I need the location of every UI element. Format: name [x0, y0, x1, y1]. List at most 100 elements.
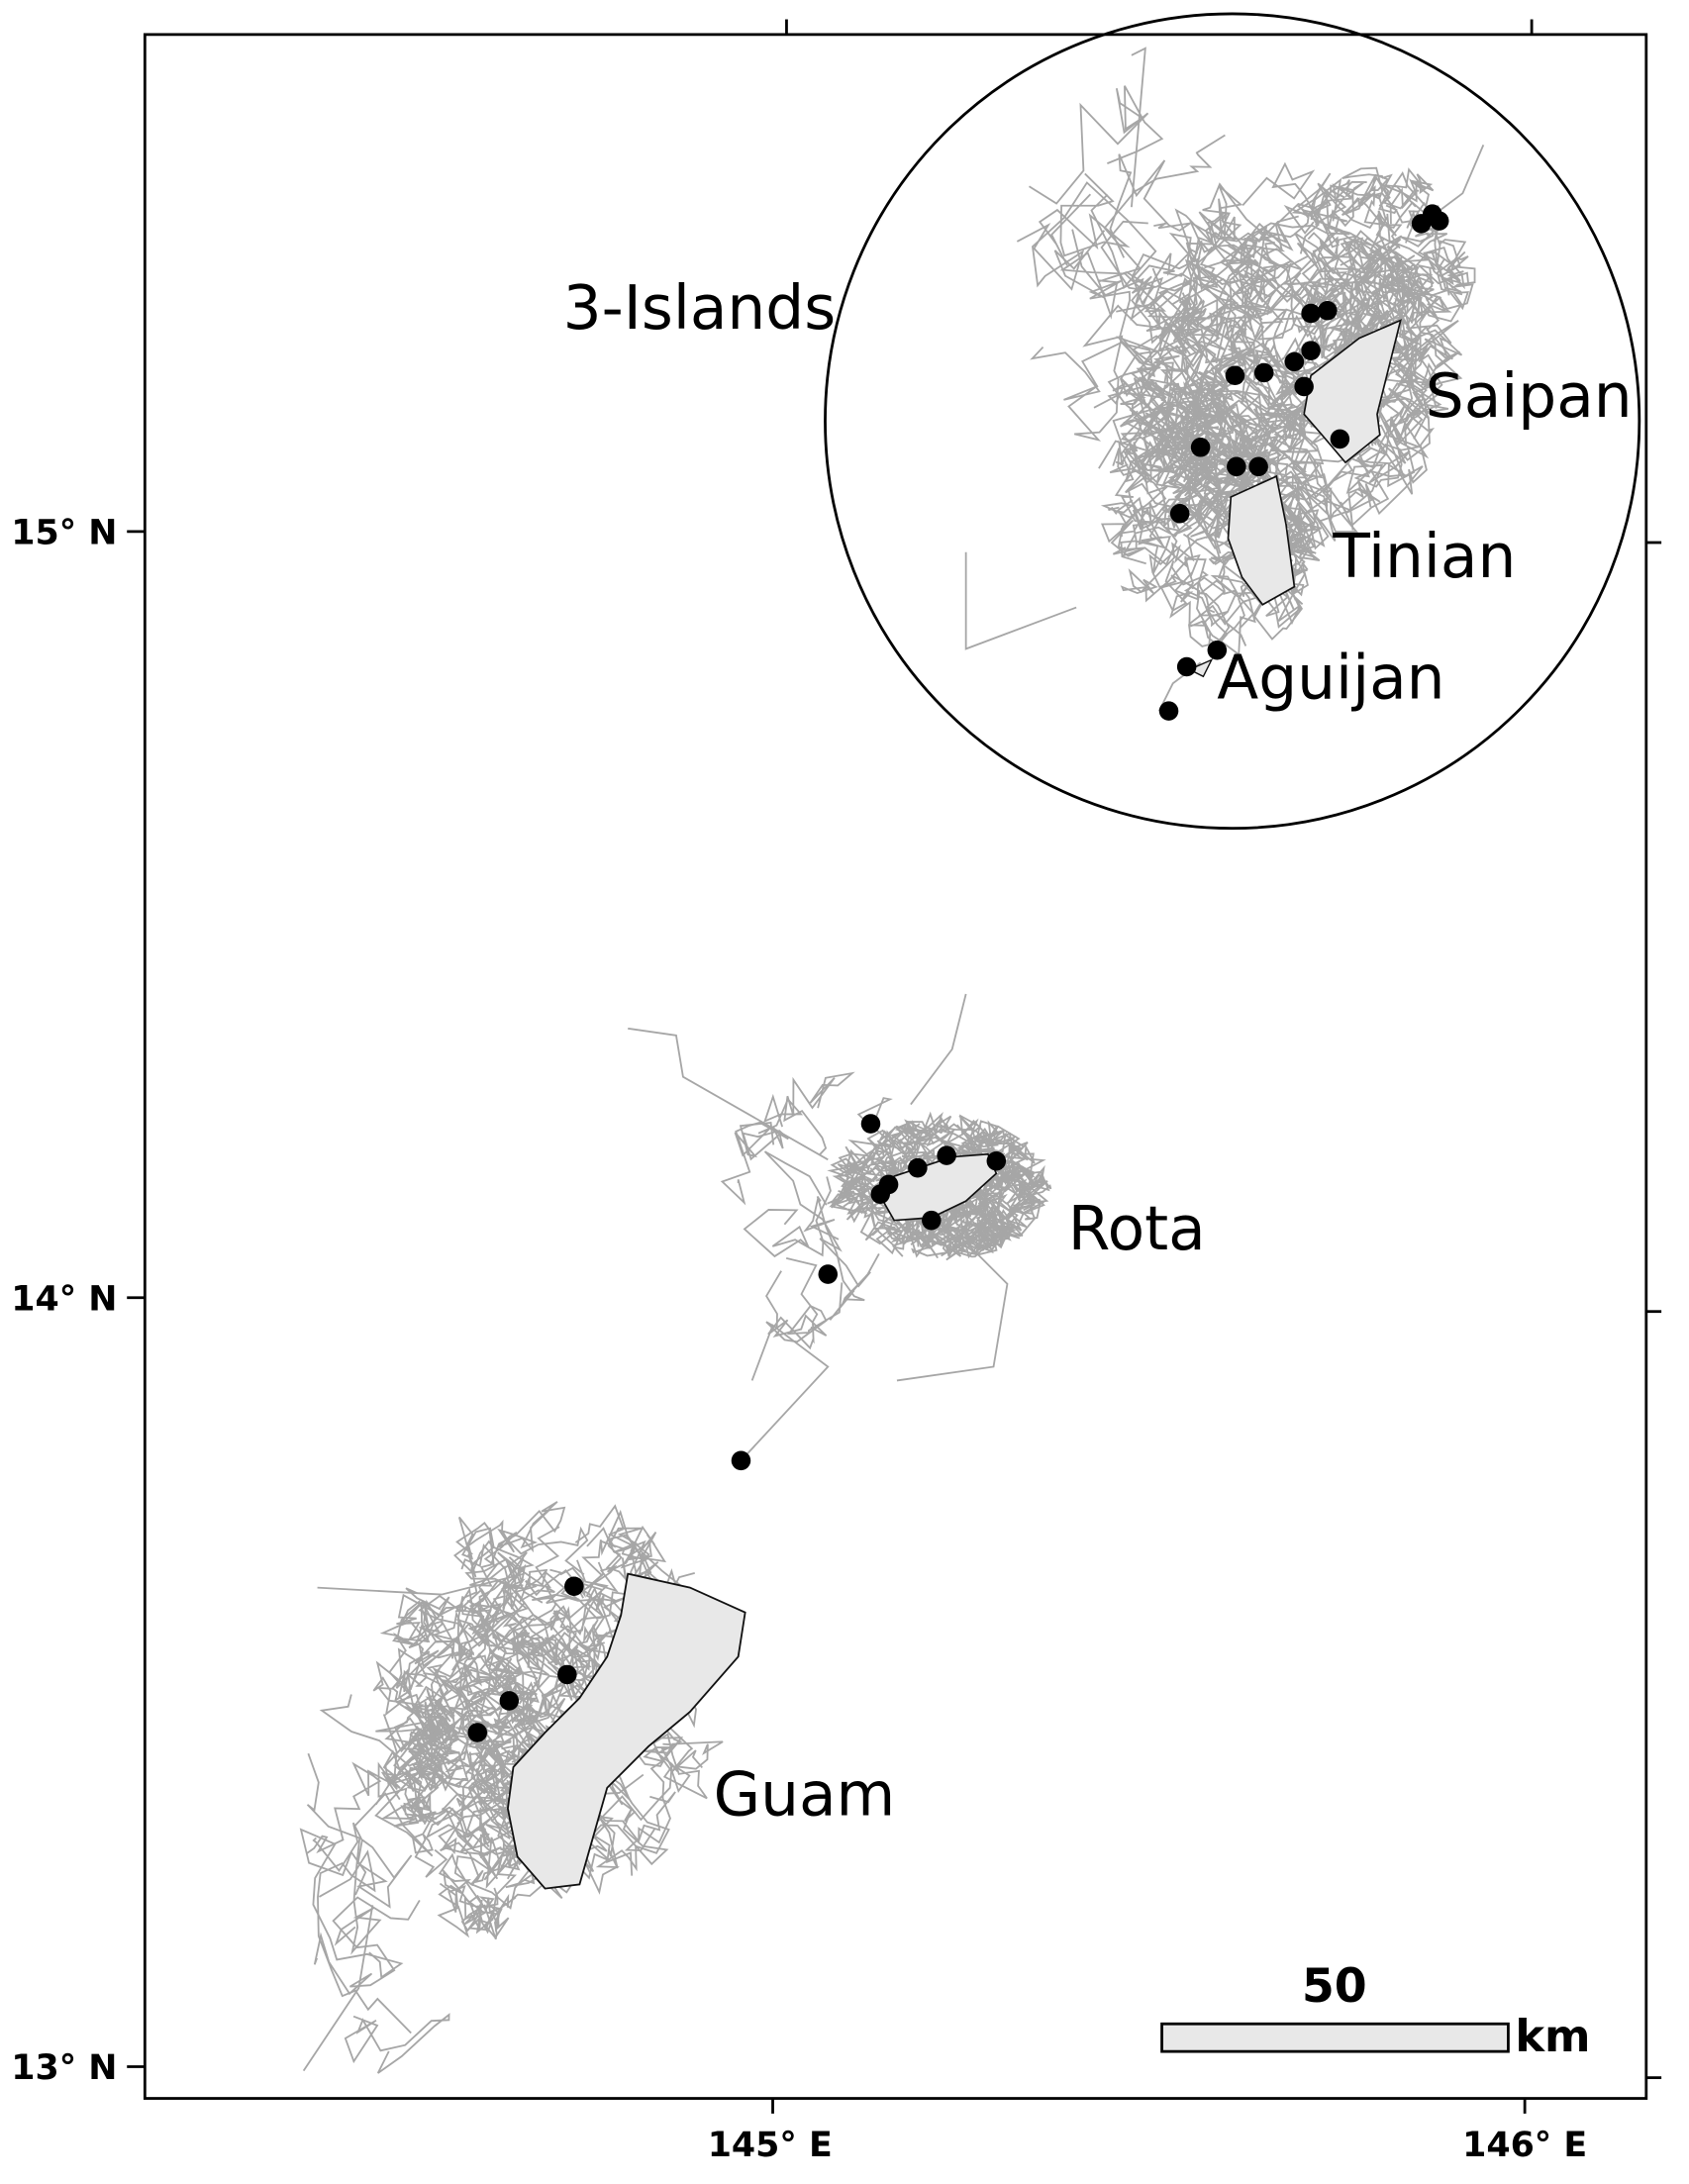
- track: [1101, 499, 1181, 566]
- track: [400, 1562, 501, 1634]
- location-dot: [1227, 456, 1246, 477]
- track: [1229, 324, 1303, 405]
- track: [1353, 237, 1435, 302]
- track: [1364, 255, 1414, 301]
- island-saipan: [1303, 319, 1402, 464]
- track: [1146, 279, 1219, 361]
- track: [829, 1143, 928, 1216]
- lon-label: 145° E: [708, 2126, 833, 2165]
- track: [720, 1121, 789, 1206]
- island-aguijan: [1187, 658, 1214, 678]
- track: [964, 551, 1077, 650]
- track: [437, 1852, 499, 1938]
- track: [1355, 320, 1428, 463]
- track: [1120, 507, 1274, 603]
- lat-label: 13° N: [11, 2048, 117, 2088]
- track: [1304, 285, 1382, 357]
- island-label: Rota: [1068, 1194, 1206, 1264]
- track: [423, 1565, 536, 1656]
- ticks: [127, 19, 1662, 2114]
- track: [910, 993, 967, 1106]
- track: [1099, 134, 1226, 313]
- scale-value: 50: [1302, 1959, 1367, 2014]
- track: [763, 1150, 871, 1321]
- track: [1434, 145, 1485, 215]
- track: [403, 1796, 468, 1878]
- scale-unit: km: [1515, 2011, 1590, 2062]
- location-dot: [1330, 429, 1350, 449]
- track: [1131, 47, 1146, 208]
- location-dot: [1301, 341, 1321, 360]
- island-label: Tinian: [1332, 522, 1516, 592]
- location-dot: [1207, 641, 1228, 660]
- island-tinian: [1227, 474, 1296, 606]
- track: [1425, 247, 1469, 296]
- track: [1251, 202, 1341, 303]
- location-dot: [1318, 300, 1338, 321]
- track: [1067, 304, 1204, 442]
- track: [1239, 376, 1335, 451]
- track: [896, 1241, 1009, 1382]
- track: [431, 1652, 505, 1761]
- track: [1053, 230, 1173, 416]
- track: [306, 1761, 401, 1854]
- track: [391, 1588, 514, 1691]
- track: [1038, 172, 1131, 266]
- location-dot: [1190, 438, 1211, 457]
- location-dot: [1169, 503, 1190, 524]
- location-dot: [1253, 362, 1274, 383]
- scale-bar: [1160, 2022, 1510, 2053]
- location-dot: [1225, 365, 1245, 386]
- location-dot: [1158, 701, 1179, 721]
- track: [803, 1196, 880, 1302]
- island-guam: [506, 1572, 746, 1890]
- location-dot: [564, 1576, 584, 1596]
- location-dot: [1176, 656, 1197, 677]
- track: [352, 1744, 469, 1857]
- track: [1195, 267, 1308, 404]
- region-label: 3-Islands: [563, 273, 836, 344]
- track: [1159, 553, 1216, 614]
- track: [429, 1761, 493, 1806]
- lat-label: 15° N: [11, 513, 117, 552]
- track: [299, 1828, 404, 1979]
- location-dot: [908, 1157, 928, 1178]
- track: [765, 1270, 844, 1343]
- track: [999, 1164, 1046, 1221]
- track: [911, 1115, 1026, 1189]
- track: [1304, 463, 1390, 543]
- track: [1382, 167, 1435, 210]
- track: [466, 1714, 557, 1770]
- track: [344, 2013, 450, 2074]
- track: [438, 1807, 502, 1887]
- track: [909, 1206, 991, 1259]
- track: [1183, 565, 1250, 647]
- track: [783, 1071, 855, 1155]
- track: [1167, 488, 1252, 562]
- location-dot: [860, 1114, 881, 1134]
- track: [734, 1093, 804, 1158]
- track: [1229, 253, 1368, 400]
- track: [1195, 406, 1286, 476]
- track: [1030, 341, 1175, 437]
- track: [500, 1557, 549, 1676]
- track: [317, 1849, 412, 2035]
- lat-label: 14° N: [11, 1279, 117, 1319]
- track: [1307, 230, 1417, 292]
- track: [1355, 295, 1449, 459]
- track: [845, 1115, 983, 1206]
- track: [302, 1905, 374, 2072]
- track: [743, 1176, 832, 1258]
- track: [306, 1752, 382, 1955]
- track: [1112, 369, 1255, 476]
- location-dot: [986, 1150, 1007, 1171]
- location-dot: [467, 1723, 488, 1742]
- island-label: Aguijan: [1217, 644, 1444, 714]
- location-dot: [1248, 456, 1268, 477]
- track: [1093, 242, 1266, 414]
- location-dot: [1294, 376, 1314, 397]
- location-dot: [499, 1691, 520, 1711]
- frame: [143, 33, 1648, 2100]
